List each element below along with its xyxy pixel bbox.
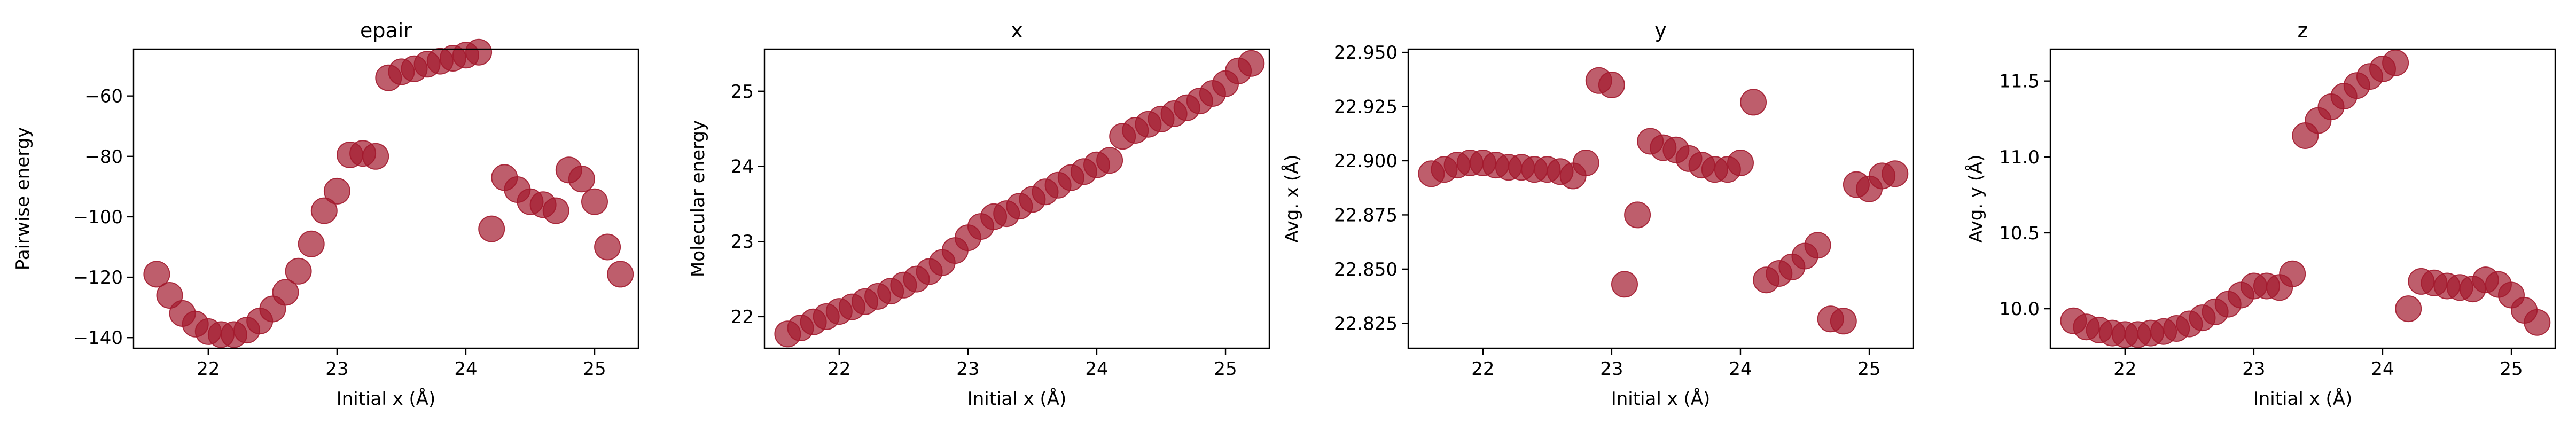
- chart0-point-13: [310, 197, 338, 224]
- chart3-xtick-label: 23: [2242, 358, 2265, 380]
- chart3-y-axis-label: Avg. y (Å): [1965, 154, 1987, 242]
- chart0-plot-frame: [132, 48, 639, 349]
- chart0-point-35: [594, 233, 621, 261]
- chart1-ytick-label: 25: [731, 81, 754, 103]
- chart3-xtick-label: 25: [2500, 358, 2523, 380]
- chart2-y-axis-label: Avg. x (Å): [1281, 154, 1303, 242]
- chart1-xtick-label: 25: [1214, 358, 1237, 380]
- chart0-x-axis-label: Initial x (Å): [337, 388, 436, 410]
- chart2-point-14: [1598, 72, 1625, 98]
- chart1-y-axis-label: Molecular energy: [688, 120, 709, 277]
- chart2-ytick-label: 22.925: [1334, 97, 1398, 118]
- chart2-point-15: [1611, 271, 1638, 298]
- chart0-point-11: [285, 257, 312, 285]
- chart2-point-12: [1572, 150, 1599, 176]
- chart3-plot-frame: [2049, 48, 2556, 349]
- chart2-ytick-label: 22.900: [1334, 151, 1398, 172]
- chart0-point-17: [362, 143, 389, 170]
- chart3-xtick-label: 24: [2371, 358, 2394, 380]
- chart1-xtick-label: 24: [1085, 358, 1108, 380]
- chart3-xtick-label: 22: [2113, 358, 2136, 380]
- chart1-x-axis-label: Initial x (Å): [967, 388, 1067, 410]
- chart3-point-17: [2279, 260, 2306, 287]
- subplot-y: 22 23 24 25 22.825 22.850 22.875 22.900 22.925 22…: [1281, 19, 1914, 410]
- chart3-ytick-label: 11.5: [1999, 71, 2040, 92]
- chart3-x-axis-label: Initial x (Å): [2253, 388, 2353, 410]
- chart1-ytick-label: 23: [731, 231, 754, 253]
- chart0-xtick-label: 25: [583, 358, 606, 380]
- chart2-ytick-label: 22.950: [1334, 42, 1398, 64]
- chart0-ytick-label: −60: [84, 86, 123, 107]
- chart0-point-31: [542, 197, 569, 224]
- chart2-ytick-label: 22.875: [1334, 205, 1398, 226]
- subplot-title-z: z: [2298, 19, 2308, 42]
- chart0-point-1: [156, 282, 183, 309]
- chart0-xtick-label: 22: [197, 358, 220, 380]
- chart2-xtick-label: 22: [1471, 358, 1494, 380]
- chart1-point-36: [1238, 50, 1265, 77]
- chart0-point-26: [478, 215, 505, 242]
- chart0-point-0: [143, 261, 170, 288]
- chart2-ytick-label: 22.850: [1334, 259, 1398, 280]
- chart2-xtick-label: 25: [1857, 358, 1880, 380]
- chart2-x-axis-label: Initial x (Å): [1611, 388, 1711, 410]
- chart2-point-36: [1882, 160, 1909, 187]
- chart0-point-10: [272, 279, 299, 306]
- chart1-plot-frame: [763, 48, 1270, 349]
- chart0-ytick-label: −140: [73, 327, 123, 349]
- subplot-title-x: x: [1011, 19, 1023, 42]
- chart2-point-24: [1727, 150, 1754, 176]
- chart2-xtick-label: 23: [1600, 358, 1623, 380]
- chart3-point-26: [2395, 295, 2422, 323]
- chart2-point-32: [1830, 308, 1857, 335]
- chart1-ytick-label: 22: [731, 307, 754, 328]
- chart0-ytick-label: −80: [84, 146, 123, 168]
- chart1-ytick-label: 24: [731, 156, 754, 177]
- chart1-xtick-label: 23: [956, 358, 979, 380]
- chart2-point-16: [1624, 201, 1651, 229]
- chart0-point-33: [568, 166, 595, 193]
- chart0-y-axis-label: Pairwise energy: [12, 127, 34, 270]
- chart1-xtick-label: 22: [828, 358, 850, 380]
- chart0-point-36: [607, 261, 634, 288]
- chart2-point-25: [1740, 89, 1767, 116]
- chart1-point-25: [1096, 147, 1123, 174]
- subplot-x: 22 23 24 25 22 23 24 25 x Initial x (Å) Molecular …: [688, 19, 1270, 410]
- subplot-title-epair: epair: [360, 19, 412, 42]
- chart0-point-12: [298, 230, 325, 257]
- chart3-ytick-label: 11.0: [1999, 147, 2040, 168]
- chart2-point-30: [1804, 232, 1831, 259]
- chart0-point-34: [581, 188, 608, 215]
- chart3-point-25: [2382, 49, 2409, 76]
- chart3-point-36: [2524, 309, 2551, 336]
- chart2-ytick-label: 22.825: [1334, 313, 1398, 334]
- chart0-ytick-label: −100: [73, 207, 123, 228]
- subplot-epair: 22 23 24 25 −140 −120 −100 −80 −60 epair Initial x…: [12, 19, 639, 410]
- subplot-z: 22 23 24 25 10.0 10.5 11.0 11.5 z Initial x (Å) Av…: [1965, 19, 2556, 410]
- chart0-point-25: [465, 38, 493, 66]
- subplot-title-y: y: [1654, 19, 1667, 42]
- chart3-ytick-label: 10.0: [1999, 299, 2040, 320]
- chart0-xtick-label: 23: [325, 358, 348, 380]
- chart0-xtick-label: 24: [454, 358, 477, 380]
- chart2-xtick-label: 24: [1729, 358, 1752, 380]
- chart3-ytick-label: 10.5: [1999, 223, 2040, 244]
- chart0-ytick-label: −120: [73, 267, 123, 288]
- chart2-plot-frame: [1407, 48, 1914, 349]
- chart0-point-14: [323, 177, 350, 205]
